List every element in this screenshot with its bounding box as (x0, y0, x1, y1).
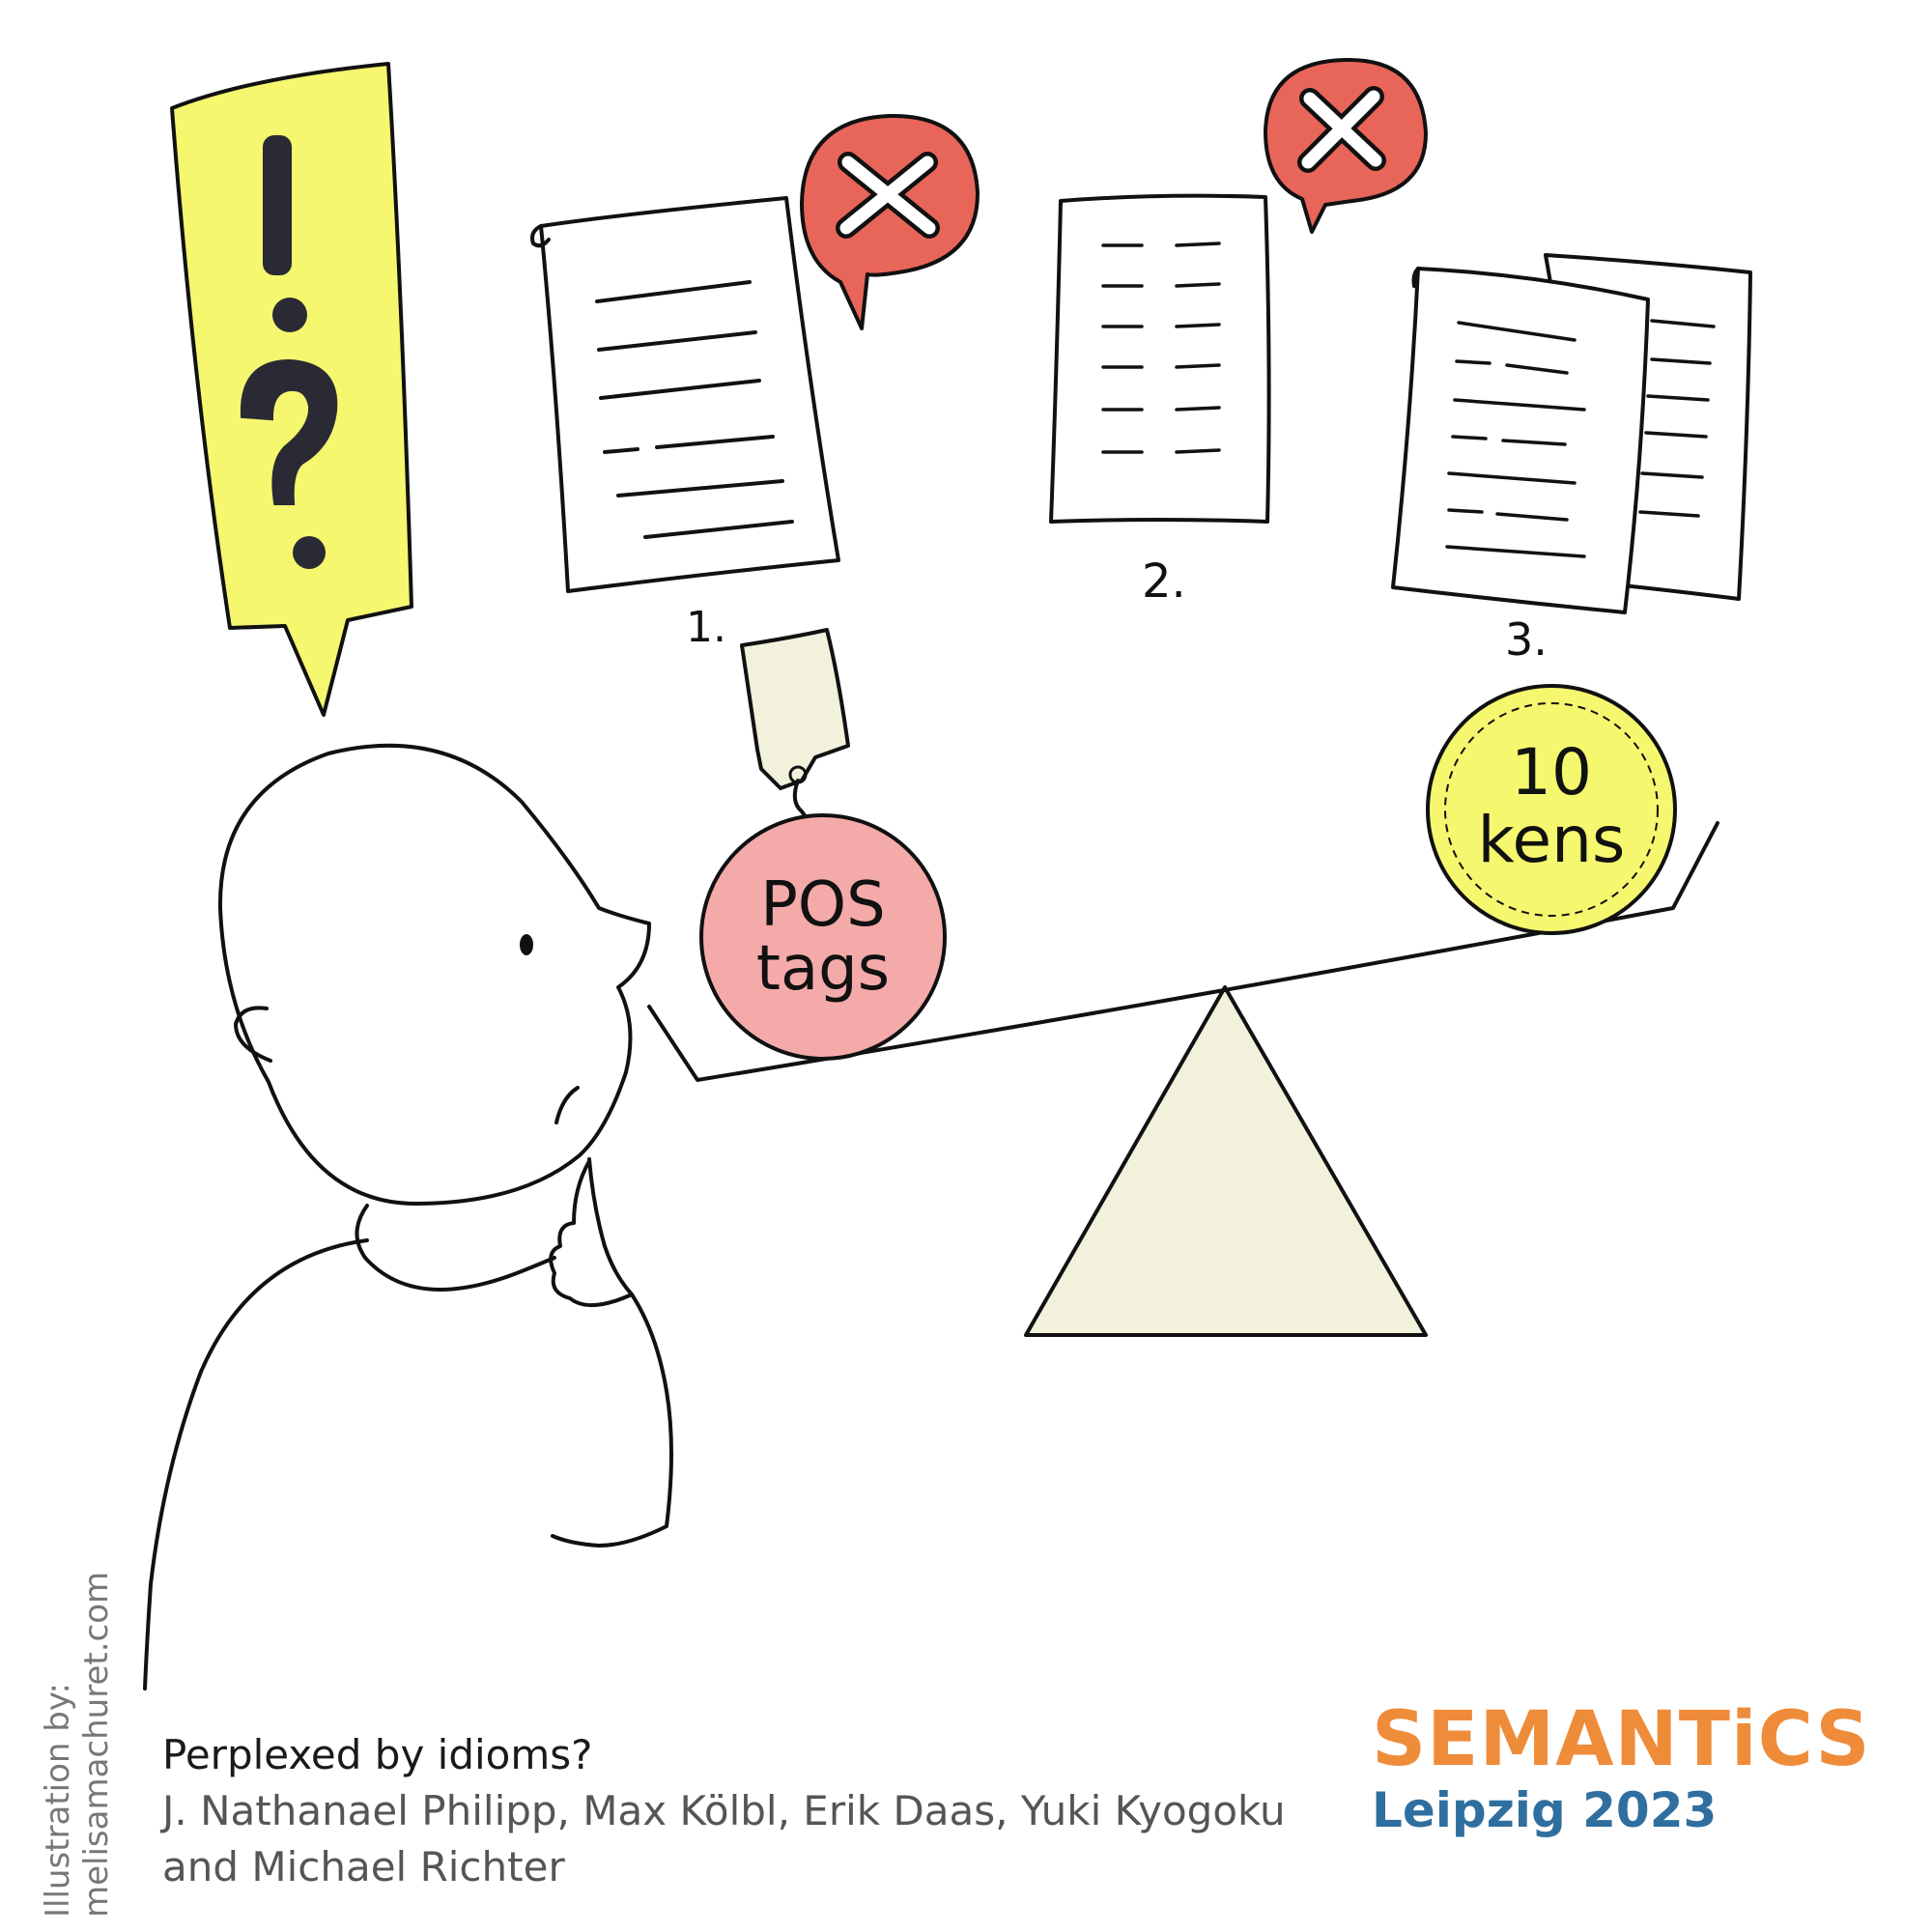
pos-weight-label-line1: POS (760, 869, 886, 941)
exclamation-bar (263, 135, 292, 275)
question-dot (293, 536, 326, 569)
caption: Perplexed by idioms? J. Nathanael Philip… (162, 1727, 1302, 1895)
coin-label-line1: 10 (1511, 735, 1592, 810)
semantics-logo: SEMANTiCS Leipzig 2023 (1372, 1698, 1874, 1839)
reject-cross-icon-2 (1264, 57, 1428, 234)
document-2-icon (1049, 193, 1271, 524)
exclamation-dot (272, 298, 307, 332)
credit-line-1: Illustration by: (39, 1683, 77, 1918)
question-mark (240, 358, 338, 505)
caption-authors: J. Nathanael Philipp, Max Kölbl, Erik Da… (162, 1787, 1286, 1890)
document-3-number: 3. (1505, 613, 1548, 666)
illustration-credit: Illustration by: melisamachuret.com (39, 1572, 116, 1918)
logo-place: Leipzig 2023 (1372, 1782, 1718, 1838)
logo-brand: SEMANTiCS (1372, 1696, 1871, 1783)
coin-label-line2: kens (1478, 803, 1626, 877)
pos-tags-weight: POS tags (699, 813, 947, 1061)
reject-cross-icon (800, 113, 980, 330)
perplexed-person (143, 743, 673, 1690)
caption-title: Perplexed by idioms? (162, 1731, 593, 1778)
pos-weight-label-line2: tags (756, 933, 890, 1005)
document-3-icon (1391, 253, 1752, 614)
price-tag-icon (740, 628, 850, 843)
credit-line-2: melisamachuret.com (77, 1571, 116, 1918)
document-2-number: 2. (1142, 554, 1186, 609)
document-1-icon (530, 196, 840, 593)
document-1-number: 1. (686, 603, 726, 652)
exclamation-question-bubble-icon (170, 62, 413, 717)
tokens-coin: 10 kens (1426, 684, 1677, 935)
